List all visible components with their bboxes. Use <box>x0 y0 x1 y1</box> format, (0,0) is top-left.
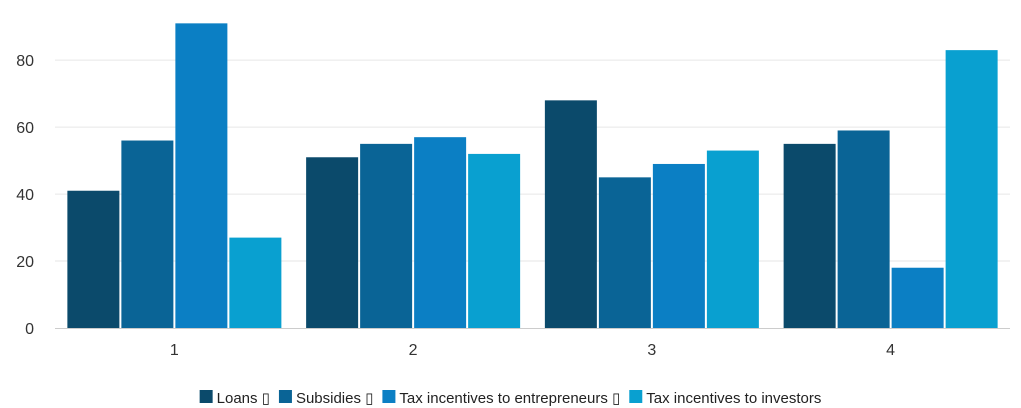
legend-swatch <box>629 390 643 403</box>
bar-loans-4 <box>783 143 836 328</box>
x-axis-ticks: 1 2 3 4 <box>170 342 895 359</box>
legend: Loans ▯ Subsidies ▯ Tax incentives to entr… <box>199 390 821 407</box>
y-axis-ticks: 0 20 40 60 80 <box>16 53 34 338</box>
y-tick-label: 60 <box>16 120 34 137</box>
legend-item: Tax incentives to investors <box>629 390 821 407</box>
legend-swatch <box>382 390 396 403</box>
x-tick-label: 2 <box>409 342 418 359</box>
bar-subsidies-2 <box>360 143 413 328</box>
bar-tax-incentives-to-investors-1 <box>229 237 282 328</box>
legend-label: Loans ▯ <box>217 390 270 407</box>
bar-subsidies-3 <box>598 177 651 328</box>
legend-swatch <box>278 390 292 403</box>
bar-tax-incentives-to-entrepreneurs-3 <box>652 163 705 328</box>
y-tick-label: 0 <box>25 321 34 338</box>
bar-tax-incentives-to-entrepreneurs-2 <box>414 137 467 328</box>
bar-loans-3 <box>544 100 597 328</box>
legend-item: Subsidies ▯ <box>278 390 373 407</box>
legend-item: Tax incentives to entrepreneurs ▯ <box>382 390 620 407</box>
legend-label: Tax incentives to investors <box>646 390 821 407</box>
legend-label: Tax incentives to entrepreneurs ▯ <box>399 390 620 407</box>
y-tick-label: 80 <box>16 53 34 70</box>
y-tick-label: 40 <box>16 187 34 204</box>
legend-label: Subsidies ▯ <box>296 390 373 407</box>
bar-tax-incentives-to-investors-3 <box>706 150 759 328</box>
y-tick-label: 20 <box>16 254 34 271</box>
x-tick-label: 3 <box>647 342 656 359</box>
bar-tax-incentives-to-investors-4 <box>945 50 998 329</box>
x-tick-label: 1 <box>170 342 179 359</box>
bar-loans-1 <box>67 190 120 328</box>
bar-tax-incentives-to-investors-2 <box>468 153 521 328</box>
x-tick-label: 4 <box>886 342 895 359</box>
bar-subsidies-1 <box>121 140 174 328</box>
bar-tax-incentives-to-entrepreneurs-1 <box>175 23 228 328</box>
legend-item: Loans ▯ <box>199 390 270 407</box>
bar-tax-incentives-to-entrepreneurs-4 <box>891 267 944 328</box>
bar-subsidies-4 <box>837 130 890 328</box>
bar-loans-2 <box>306 157 359 328</box>
legend-swatch <box>199 390 213 403</box>
bars <box>67 23 998 329</box>
